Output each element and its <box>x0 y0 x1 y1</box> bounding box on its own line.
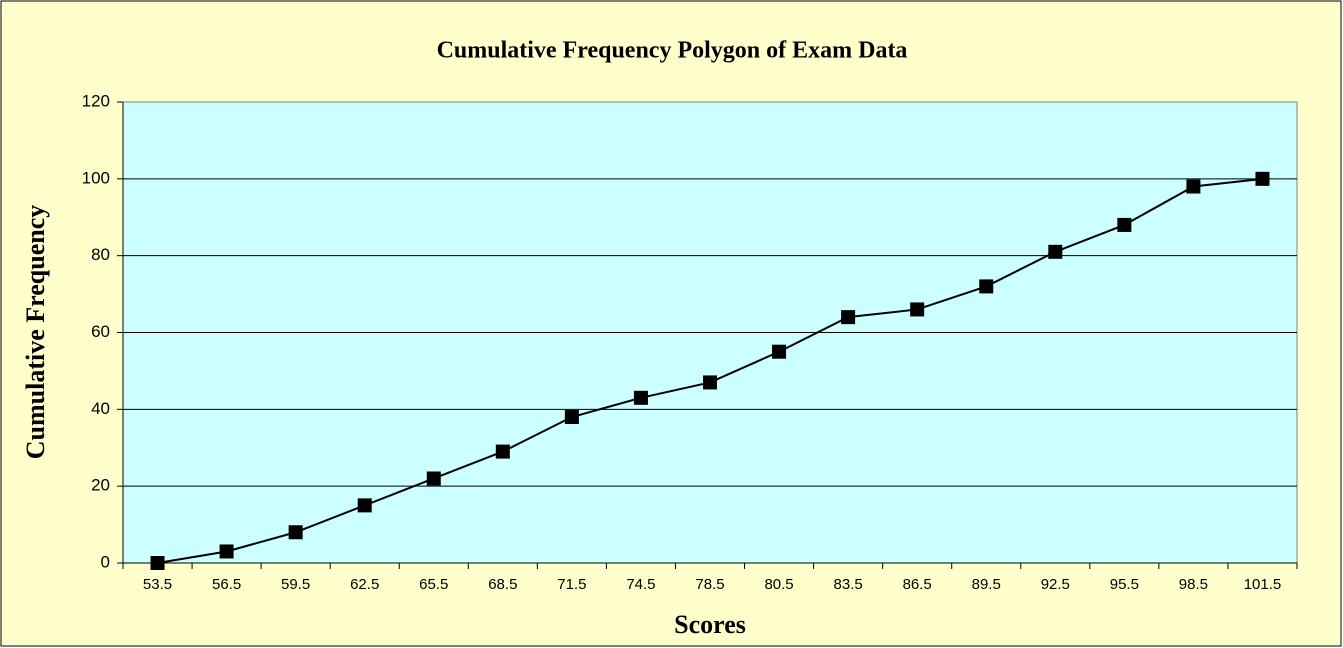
marker <box>1117 217 1132 232</box>
marker <box>910 302 925 317</box>
y-axis-label: Cumulative Frequency <box>21 205 50 459</box>
x-axis-label: Scores <box>674 610 746 639</box>
marker <box>979 279 994 294</box>
marker <box>1255 171 1270 186</box>
chart-title: Cumulative Frequency Polygon of Exam Dat… <box>437 38 908 64</box>
marker <box>703 375 717 390</box>
x-tick-label: 71.5 <box>557 576 586 593</box>
x-tick-label: 95.5 <box>1110 576 1139 593</box>
marker <box>150 556 165 570</box>
marker <box>772 344 787 359</box>
x-tick-label: 74.5 <box>626 576 655 593</box>
y-tick-label: 40 <box>91 399 110 418</box>
x-tick-label: 98.5 <box>1179 576 1208 593</box>
y-tick-label: 120 <box>82 91 110 110</box>
y-tick-label: 100 <box>82 168 110 187</box>
marker <box>1048 244 1063 259</box>
marker <box>633 390 648 405</box>
x-tick-label: 80.5 <box>764 576 793 593</box>
marker <box>219 544 234 559</box>
x-tick-label: 53.5 <box>143 576 172 593</box>
y-tick-label: 80 <box>91 245 110 264</box>
x-tick-label: 68.5 <box>488 576 517 593</box>
x-tick-label: 92.5 <box>1041 576 1070 593</box>
y-tick-label: 60 <box>91 322 110 341</box>
marker <box>426 471 441 486</box>
x-tick-label: 83.5 <box>834 576 863 593</box>
marker <box>357 498 372 513</box>
x-tick-label: 56.5 <box>212 576 241 593</box>
x-tick-label: 89.5 <box>972 576 1001 593</box>
marker <box>564 410 579 425</box>
x-tick-label: 65.5 <box>419 576 448 593</box>
marker <box>288 525 303 540</box>
x-tick-label: 101.5 <box>1244 576 1282 593</box>
marker <box>1186 179 1201 194</box>
x-tick-label: 62.5 <box>350 576 379 593</box>
x-tick-label: 86.5 <box>903 576 932 593</box>
y-tick-label: 0 <box>101 552 110 571</box>
marker <box>495 444 510 459</box>
marker <box>841 310 856 325</box>
x-tick-label: 78.5 <box>695 576 724 593</box>
y-tick-label: 20 <box>91 476 110 495</box>
x-tick-label: 59.5 <box>281 576 310 593</box>
